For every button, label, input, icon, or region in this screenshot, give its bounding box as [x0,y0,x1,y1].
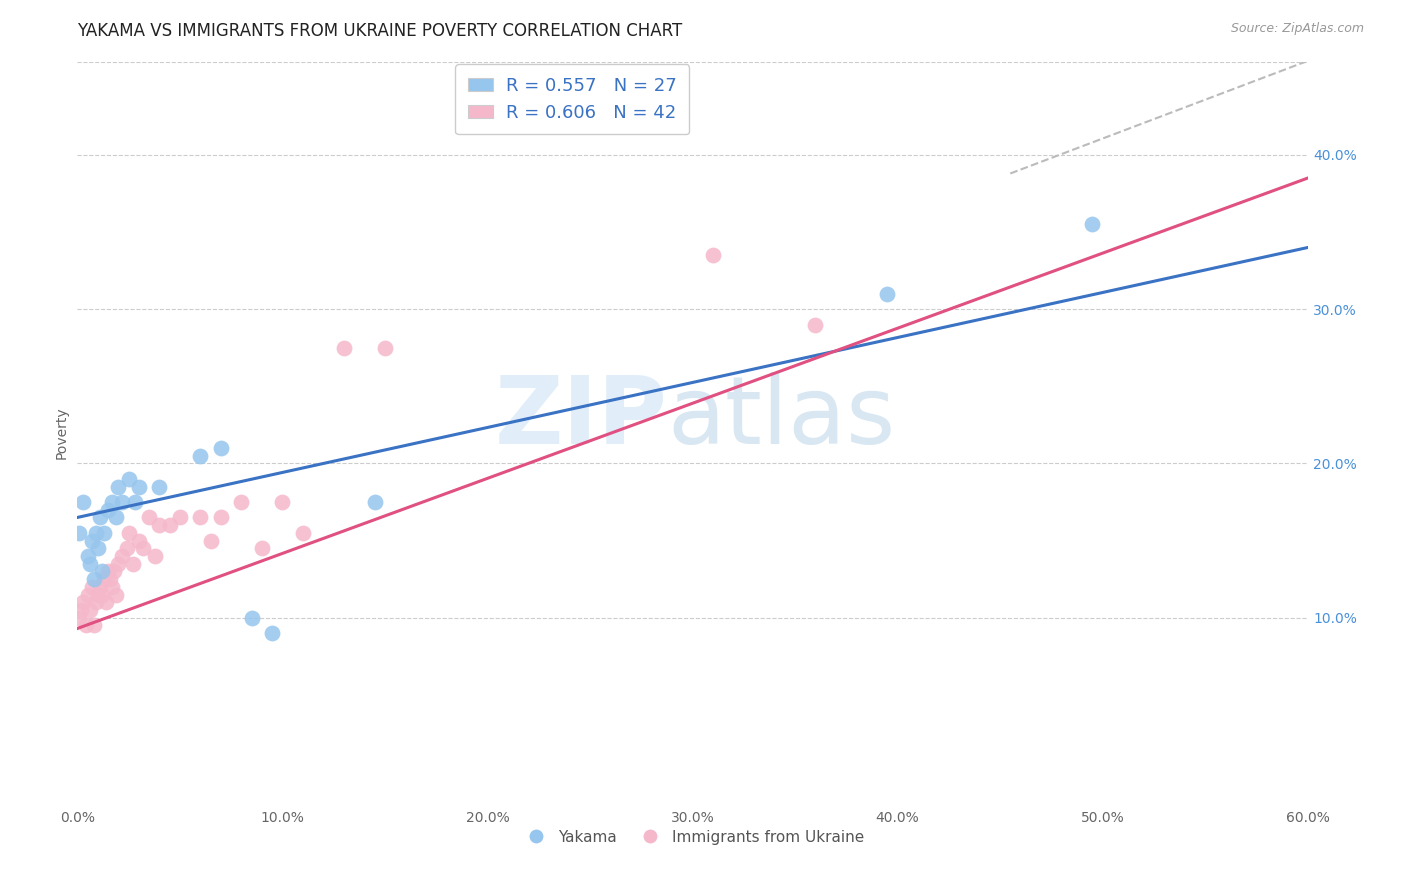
Point [115,541,138,556]
Point [72,595,94,609]
Text: YAKAMA VS IMMIGRANTS FROM UKRAINE POVERTY CORRELATION CHART: YAKAMA VS IMMIGRANTS FROM UKRAINE POVERT… [77,22,682,40]
Point [271,495,294,509]
Point [87,588,110,602]
Point [76,588,98,602]
Point [876,286,898,301]
Point [148,480,170,494]
Point [101,580,124,594]
Point [363,495,385,509]
Point [138,510,160,524]
Point [83,572,105,586]
Point [169,510,191,524]
Point [98,572,121,586]
Legend: Yakama, Immigrants from Ukraine: Yakama, Immigrants from Ukraine [515,823,870,851]
Point [72,495,94,509]
Point [70,603,93,617]
Point [97,502,120,516]
Point [231,495,253,509]
Point [111,549,134,563]
Point [188,510,212,524]
Y-axis label: Poverty: Poverty [55,407,69,458]
Point [117,472,139,486]
Text: Source: ZipAtlas.com: Source: ZipAtlas.com [1230,22,1364,36]
Point [75,618,97,632]
Point [93,572,115,586]
Point [333,341,356,355]
Point [79,603,101,617]
Point [262,626,284,640]
Point [209,510,232,524]
Point [200,533,222,548]
Point [291,525,314,540]
Point [67,611,90,625]
Point [128,480,150,494]
Point [76,549,98,563]
Point [79,557,101,571]
Point [97,565,120,579]
Point [374,341,396,355]
Point [105,588,128,602]
Point [67,525,90,540]
Point [80,580,103,594]
Point [107,480,129,494]
Text: atlas: atlas [668,372,896,464]
Point [117,525,139,540]
Point [128,533,150,548]
Point [87,541,110,556]
Point [84,525,107,540]
Point [93,525,115,540]
Point [94,595,117,609]
Point [1081,218,1104,232]
Point [250,541,273,556]
Point [80,533,103,548]
Text: ZIP: ZIP [495,372,668,464]
Point [702,248,724,262]
Point [90,588,114,602]
Point [148,518,170,533]
Point [240,611,263,625]
Point [111,495,134,509]
Point [159,518,181,533]
Point [90,565,114,579]
Point [101,495,124,509]
Point [121,557,143,571]
Point [804,318,827,332]
Point [124,495,146,509]
Point [83,618,105,632]
Point [107,557,129,571]
Point [132,541,155,556]
Point [105,510,128,524]
Point [89,510,111,524]
Point [89,580,111,594]
Point [188,449,212,463]
Point [84,595,107,609]
Point [209,441,232,455]
Point [143,549,166,563]
Point [103,565,125,579]
